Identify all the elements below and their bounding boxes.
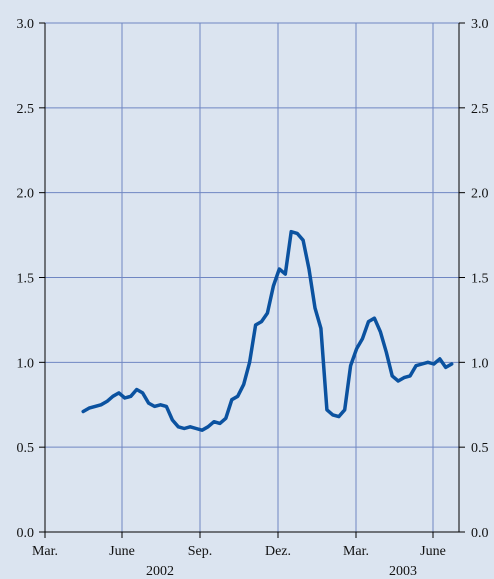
- y-tick-label-right: 0.5: [471, 441, 489, 456]
- series-layer: [81, 229, 454, 432]
- y-tick-label-right: 3.0: [471, 17, 489, 32]
- y-tick-label-right: 0.0: [471, 526, 489, 541]
- y-tick-label-right: 1.0: [471, 356, 489, 371]
- x-year-label: 2002: [146, 564, 174, 579]
- y-tick-label-left: 1.5: [17, 272, 35, 287]
- y-tick-label-right: 1.5: [471, 272, 489, 287]
- y-tick-label-left: 2.5: [17, 102, 35, 117]
- tick-labels: 0.0 0.5 1.0 1.5 2.0 2.5 3.0 0.0 0.5 1.0 1.5 2.0 2.5 3…: [17, 17, 489, 579]
- axes: [39, 22, 465, 538]
- series-line: [81, 229, 454, 432]
- x-tick-label: Dez.: [265, 544, 291, 559]
- y-tick-label-left: 0.0: [17, 526, 35, 541]
- x-tick-label: Sep.: [188, 544, 213, 559]
- x-tick-label: Mar.: [343, 544, 369, 559]
- grid: [45, 22, 459, 532]
- y-tick-label-right: 2.5: [471, 102, 489, 117]
- x-tick-label: June: [420, 544, 446, 559]
- x-tick-label: June: [109, 544, 135, 559]
- y-tick-label-left: 0.5: [17, 441, 35, 456]
- x-year-label: 2003: [389, 564, 417, 579]
- y-tick-label-left: 3.0: [17, 17, 35, 32]
- y-tick-label-left: 2.0: [17, 187, 35, 202]
- x-tick-label: Mar.: [32, 544, 58, 559]
- y-tick-label-right: 2.0: [471, 187, 489, 202]
- y-tick-label-left: 1.0: [17, 356, 35, 371]
